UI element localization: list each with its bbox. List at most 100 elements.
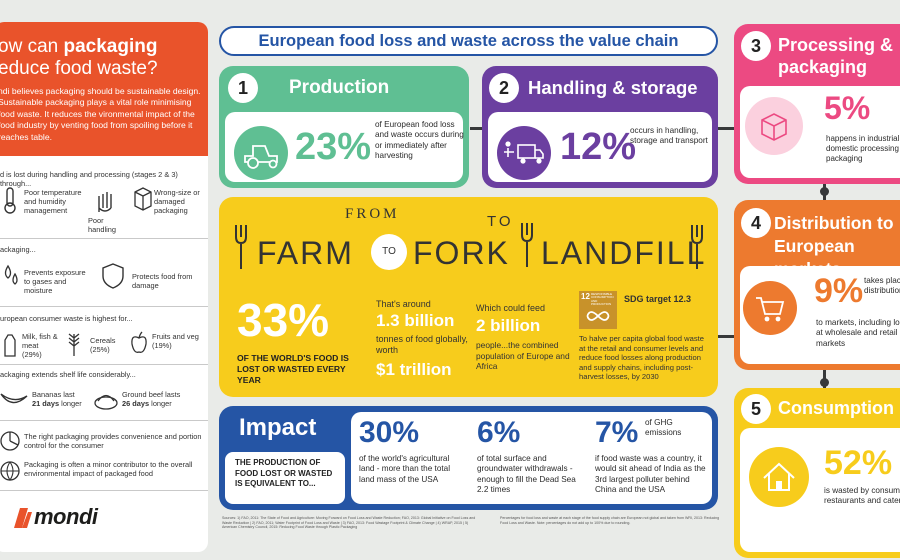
beef-text: Ground beef lasts 26 days longer (122, 390, 181, 408)
box-icon (745, 97, 803, 155)
consumer-item-cereals: Cereals (25%) (90, 336, 116, 354)
ftf-feed-text: people...the combined population of Euro… (476, 340, 570, 372)
stage-text: is wasted by consumers, restaurants and … (824, 486, 900, 506)
sdg-title: SDG target 12.3 (624, 294, 692, 304)
stage-title: Processing & packaging (778, 35, 894, 77)
lost-intro: d is lost during handling and processing… (0, 170, 178, 188)
left-title: ow can packaging educe food waste? (0, 36, 158, 79)
cause-handling: Poor handling (88, 216, 116, 234)
fork-icon-3 (691, 225, 703, 269)
stage-text-a: takes place in distribution (864, 276, 900, 296)
impact-sub: THE PRODUCTION OF FOOD LOST OR WASTED IS… (235, 458, 333, 488)
impact-small: of GHG emissions (645, 418, 682, 437)
ftf-around: That's around (376, 299, 431, 309)
consumer-head: uropean consumer waste is highest for... (0, 314, 133, 323)
wheat-icon (68, 333, 80, 356)
impact-percent: 7% (595, 416, 639, 449)
stage-percent: 12% (560, 126, 637, 168)
ftf-trillion: $1 trillion (376, 360, 452, 379)
house-icon (749, 447, 809, 507)
note-convenience: The right packaging provides convenience… (24, 432, 202, 450)
sdg-badge-number: 12 (581, 292, 590, 301)
ftf-feed: Which could feed (476, 303, 546, 313)
minced-meat-icon (94, 394, 118, 410)
impact-text: if food waste was a country, it would si… (595, 454, 706, 495)
impact-title: Impact (239, 414, 317, 441)
impact-card: Impact THE PRODUCTION OF FOOD LOST OR WA… (219, 406, 718, 510)
ftf-billion: 1.3 billion (376, 311, 455, 330)
stage-text: of European food loss and waste occurs d… (375, 120, 464, 161)
cause-temperature: Poor temperature and humidity management (24, 188, 82, 215)
ftf-to-2: TO (487, 213, 514, 230)
sources: Sources: 1) FAO, 2011: The State of Food… (222, 516, 476, 530)
consumer-item-milk: Milk, fish & meat (29%) (22, 332, 58, 359)
sdg-text: To halve per capita global food waste at… (579, 334, 704, 382)
cause-packaging: Wrong-size or damaged packaging (154, 188, 200, 215)
consumer-item-fruit: Fruits and veg (19%) (152, 332, 199, 350)
causes-row: Poor temperature and humidity management… (0, 186, 208, 234)
thermometer-icon (4, 187, 16, 214)
stage-title: Consumption (778, 398, 894, 418)
ftf-feed-number: 2 billion (476, 316, 541, 335)
apple-icon (131, 331, 147, 353)
protects-text: Protects food from damage (132, 272, 193, 290)
stage-production-card: 1 Production 23% of European food loss a… (219, 66, 469, 188)
ftf-to-1: TO (371, 234, 407, 270)
stage-text-b: to markets, including losses at wholesal… (816, 318, 900, 348)
droplets-icon (4, 264, 18, 285)
impact-percent: 30% (359, 416, 420, 449)
stage-distribution-card: 4 Distribution to European markets 9% ta… (734, 200, 900, 370)
stage-percent: 23% (295, 126, 372, 168)
milk-icon (4, 334, 16, 357)
stage-percent: 5% (824, 90, 871, 126)
ftf-fork: FORK (413, 235, 510, 271)
portion-icon (0, 431, 20, 451)
stage-number: 4 (741, 208, 771, 238)
delivery-truck-icon (497, 126, 551, 180)
shopping-cart-icon (743, 281, 797, 335)
stage-title: Production (289, 77, 390, 98)
page-title: European food loss and waste across the … (219, 26, 718, 56)
farm-to-fork-card: FROM TO FARM TO FORK LANDFILL 33% OF THE… (219, 197, 718, 397)
prevents-text: Prevents exposure to gases and moisture (24, 268, 86, 295)
sdg-badge: 12 RESPONSIBLE CONSUMPTION AND PRODUCTIO… (579, 291, 617, 329)
damaged-box-icon (134, 187, 152, 211)
stage-title: Handling & storage (528, 77, 698, 98)
left-intro: ndi believes packaging should be sustain… (0, 86, 201, 142)
ftf-landfill: LANDFILL (541, 235, 707, 271)
mondi-logo-mark (14, 508, 32, 528)
banana-icon (0, 393, 28, 404)
packaging-head: ackaging... (0, 245, 36, 254)
ftf-tonnes: tonnes of food globally, worth (376, 334, 468, 355)
stage-text: occurs in handling, storage and transpor… (630, 126, 708, 146)
note-impact: Packaging is often a minor contributor t… (24, 460, 193, 478)
stage-percent: 9% (814, 272, 864, 310)
fork-icon (235, 225, 247, 269)
sdg-badge-text: RESPONSIBLE CONSUMPTION AND PRODUCTION (591, 292, 614, 307)
impact-text: of total surface and groundwater withdra… (477, 454, 576, 495)
impact-text: of the world's agricultural land - more … (359, 454, 451, 484)
shelf-head: ackaging extends shelf life considerably… (0, 370, 136, 379)
stage-handling-card: 2 Handling & storage 12% occurs in handl… (482, 66, 718, 188)
ftf-percent-text: OF THE WORLD'S FOOD IS LOST OR WASTED EV… (237, 353, 349, 385)
stage-percent: 52% (824, 444, 893, 482)
ftf-from: FROM (345, 206, 400, 222)
left-panel: ow can packaging educe food waste? ndi be… (0, 22, 208, 552)
globe-icon (0, 461, 20, 481)
stage-number: 1 (228, 73, 258, 103)
stage-consumption-card: 5 Consumption 52% is wasted by consumers… (734, 388, 900, 558)
footnote: Percentages for food loss and waste at e… (500, 516, 720, 525)
stage-processing-card: 3 Processing & packaging 5% happens in i… (734, 24, 900, 184)
hand-icon (98, 192, 112, 212)
shield-icon (102, 263, 124, 289)
left-header: ow can packaging educe food waste? ndi be… (0, 22, 208, 156)
impact-percent: 6% (477, 416, 521, 449)
stage-number: 5 (741, 394, 771, 424)
mondi-logo: mondi (34, 504, 98, 529)
ftf-farm: FARM (257, 235, 354, 271)
ftf-percent: 33% (237, 294, 330, 346)
tractor-icon (234, 126, 288, 180)
infinity-icon (586, 311, 610, 321)
fork-icon-2 (521, 223, 533, 267)
bananas-text: Bananas last 21 days longer (32, 390, 82, 408)
